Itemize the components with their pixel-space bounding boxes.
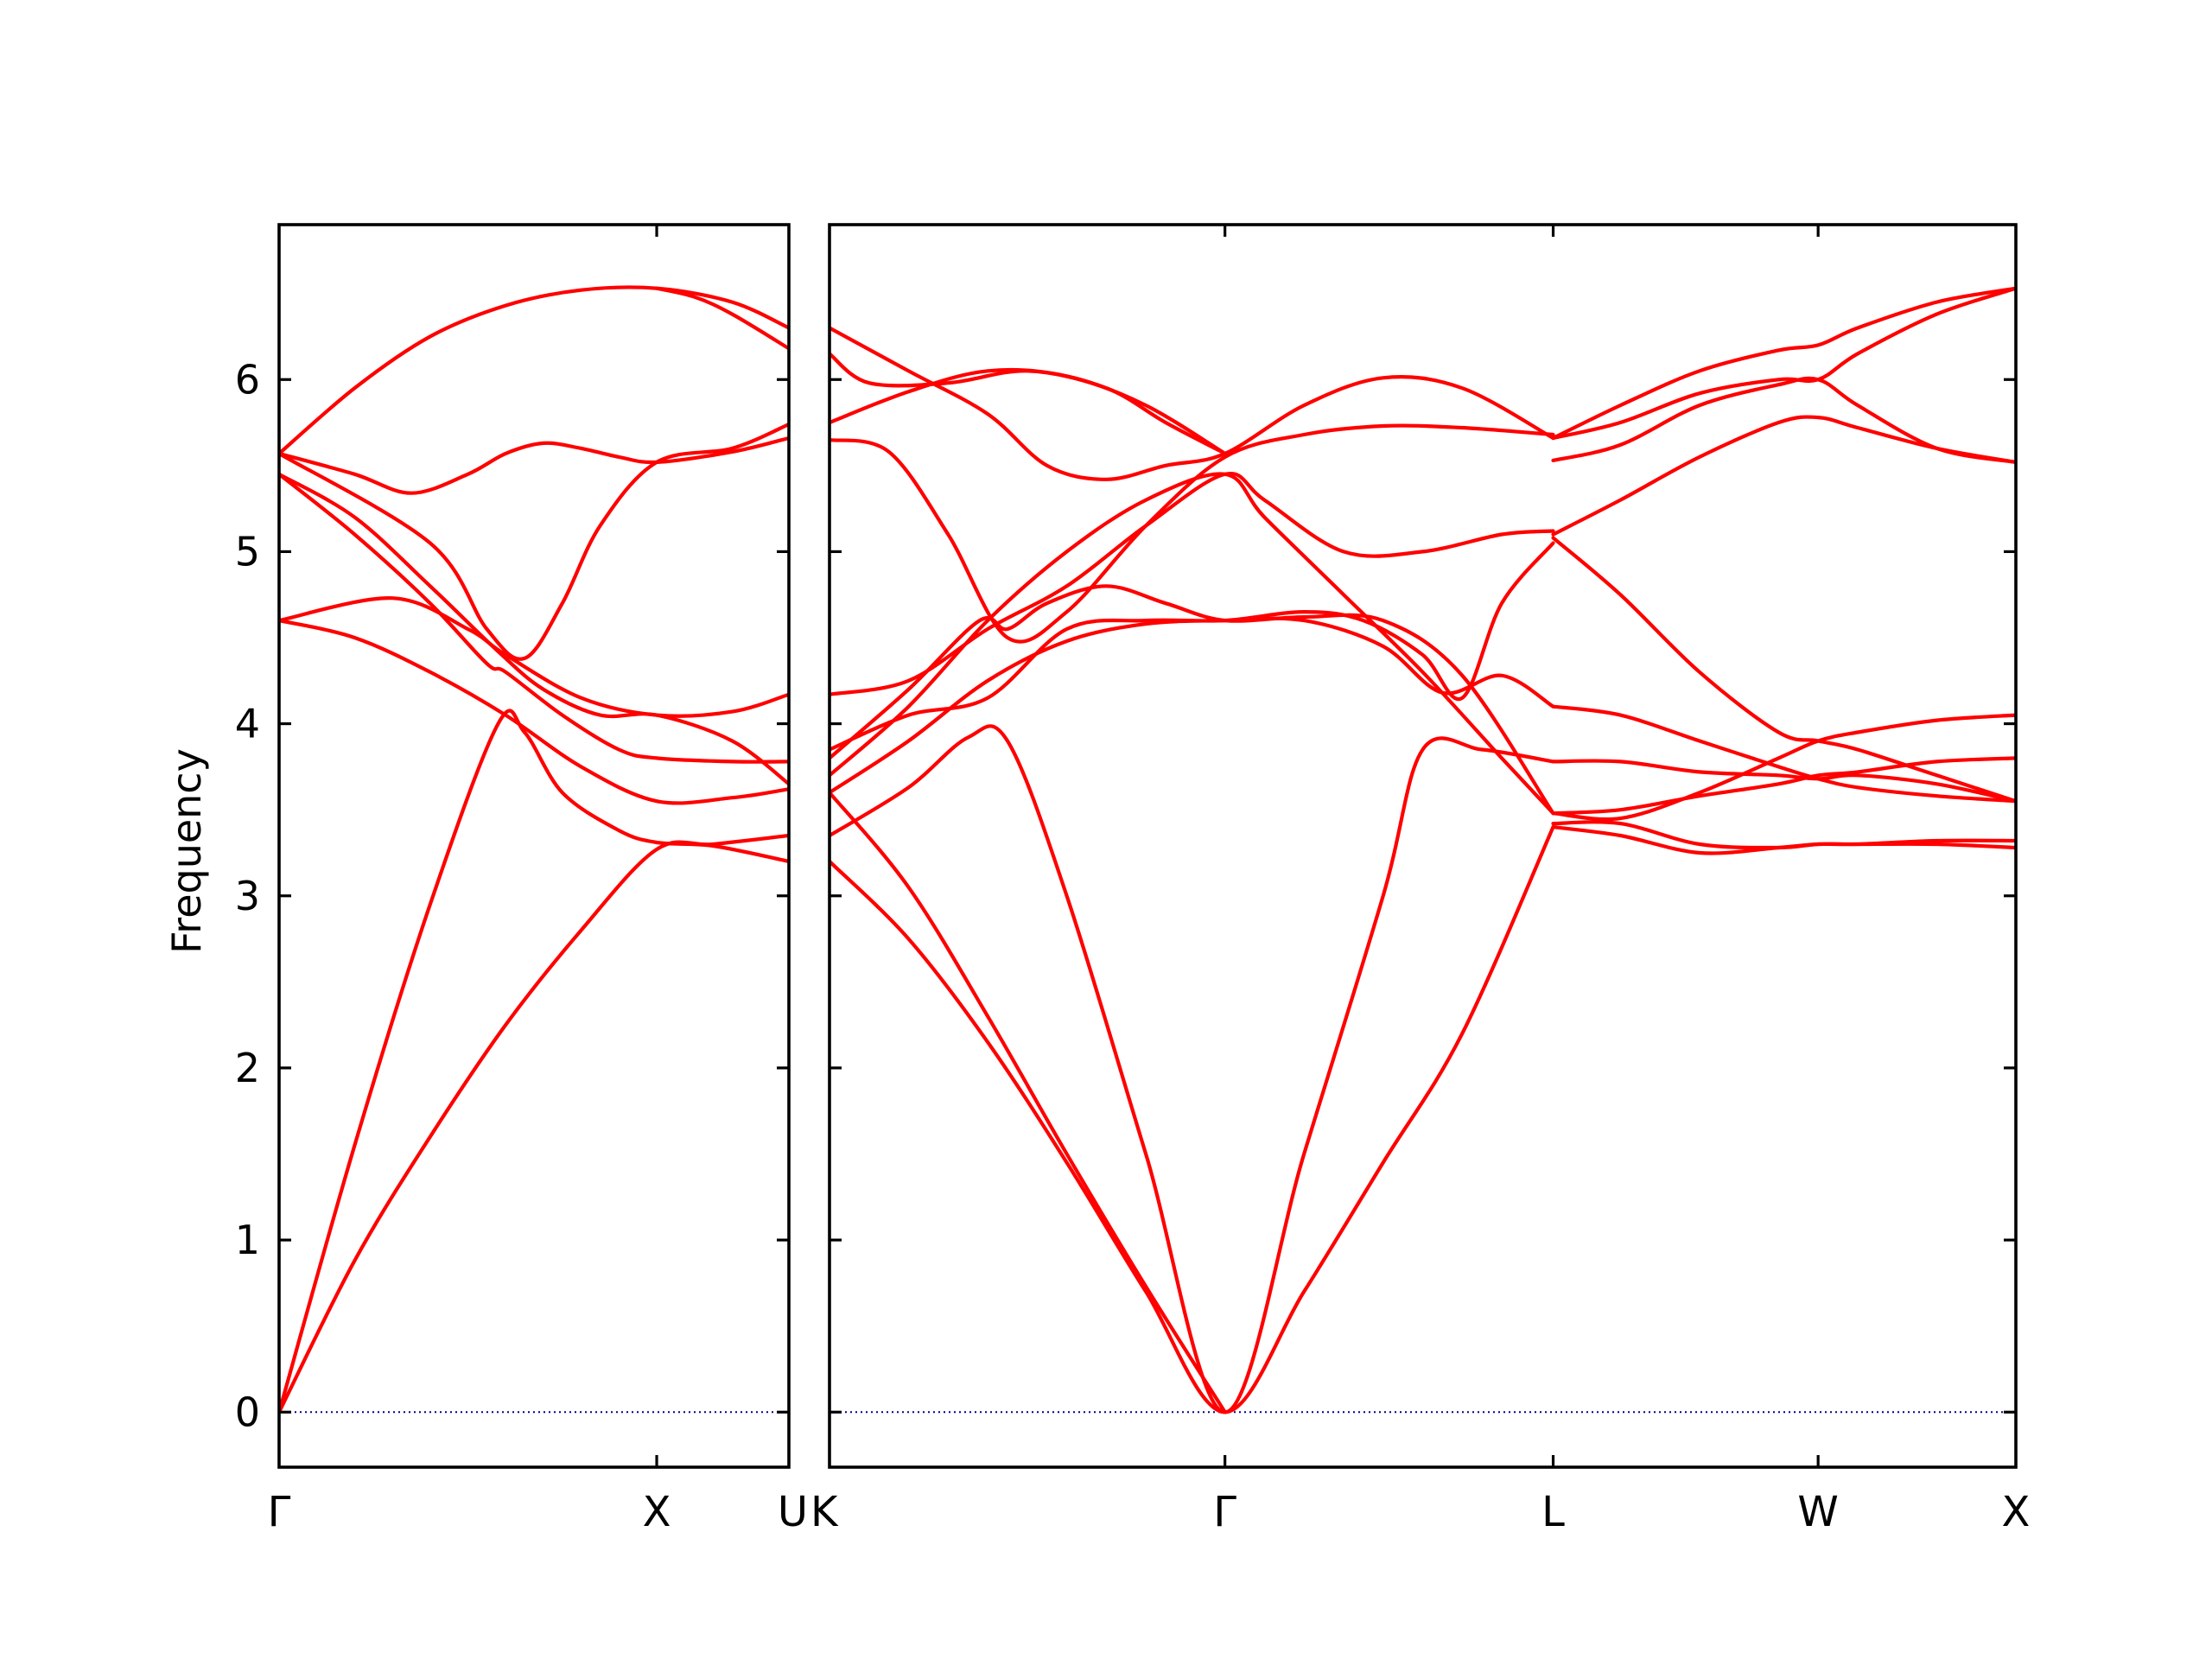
y-tick-label: 1 [235,1217,260,1263]
band-line [1551,704,2016,804]
panel-right-frame [828,223,2018,1469]
band-line [1551,286,2016,441]
panel-right-bands [830,286,2016,1414]
band-line [830,791,1227,1414]
y-tick-label: 3 [235,873,260,919]
y-tick-label: 5 [235,528,260,575]
panel-left-frame [277,223,791,1469]
x-tick-label-X: X [643,1488,671,1536]
band-line [830,616,1555,795]
band-line [830,724,1555,1414]
x-tick-label-Γ: Γ [1213,1488,1236,1536]
band-line [830,825,1555,1414]
panel-left: 0 1 2 3 4 5 6 Γ X U [235,223,808,1536]
x-tick-label-L: L [1541,1488,1565,1536]
x-tick-label-X: X [2002,1488,2031,1536]
band-line [1551,415,2016,537]
band-line [830,423,1555,644]
x-tick-label-K: K [810,1488,839,1536]
band-line [1551,536,2016,804]
band-line [1551,286,2016,441]
band-line [1551,759,2016,804]
band-line [279,709,789,1414]
band-line [279,472,789,786]
y-tick-label: 2 [235,1045,260,1091]
x-tick-label-Γ: Γ [268,1488,291,1536]
x-tick-label-W: W [1797,1488,1838,1536]
x-tick-label-U: U [778,1488,808,1536]
band-line [279,472,789,764]
band-line [1551,713,2016,822]
band-line [279,596,789,718]
band-line [830,584,1555,816]
band-line [279,435,789,495]
band-line [830,472,1555,816]
y-tick-label: 4 [235,701,260,747]
band-line [830,326,1555,481]
band-line [654,286,789,351]
band-line [830,367,1227,455]
band-line [1551,820,2016,850]
band-line [279,833,789,1414]
band-line [279,422,789,661]
y-axis-label: Frequency [163,748,210,954]
panel-left-bands [279,285,789,1414]
band-line [279,285,789,455]
band-line [279,619,789,805]
y-tick-label: 0 [235,1389,260,1435]
band-line [1551,756,2016,816]
y-tick-label: 6 [235,356,260,403]
